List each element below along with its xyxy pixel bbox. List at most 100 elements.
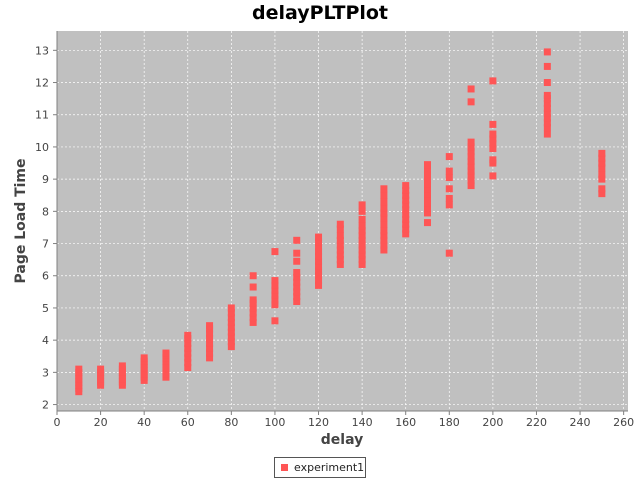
data-point xyxy=(293,269,301,277)
data-point xyxy=(75,365,83,373)
y-axis-ticks: 2 3 4 5 6 7 8 9 10 11 12 13 xyxy=(35,44,57,412)
data-point xyxy=(489,77,497,85)
data-point xyxy=(380,220,388,228)
data-point xyxy=(543,130,551,138)
data-point xyxy=(402,225,410,233)
data-point xyxy=(598,185,606,193)
data-point xyxy=(543,114,551,122)
data-point xyxy=(249,296,257,304)
data-point xyxy=(598,190,606,198)
data-point xyxy=(227,304,235,312)
data-point xyxy=(402,201,410,209)
data-point xyxy=(543,79,551,87)
data-point xyxy=(184,364,192,372)
data-point xyxy=(445,185,453,193)
data-point xyxy=(97,365,105,373)
data-point xyxy=(293,257,301,265)
data-point xyxy=(315,238,323,246)
data-point xyxy=(358,236,366,244)
data-point xyxy=(358,246,366,254)
data-point xyxy=(423,194,431,202)
x-tick-label: 80 xyxy=(224,416,238,429)
data-point xyxy=(467,162,475,170)
x-tick-label: 220 xyxy=(526,416,547,429)
x-tick-label: 180 xyxy=(439,416,460,429)
data-point xyxy=(402,186,410,194)
data-point xyxy=(227,333,235,341)
data-point xyxy=(336,220,344,228)
data-point xyxy=(543,109,551,117)
data-point xyxy=(423,190,431,198)
data-point xyxy=(445,249,453,257)
data-point xyxy=(336,241,344,249)
data-point xyxy=(380,209,388,217)
y-tick-label: 11 xyxy=(35,109,49,122)
data-point xyxy=(598,154,606,162)
data-point xyxy=(358,260,366,268)
data-point xyxy=(206,330,214,338)
data-point xyxy=(423,209,431,217)
data-point xyxy=(380,231,388,239)
data-point xyxy=(380,198,388,206)
y-tick-label: 4 xyxy=(42,334,49,347)
data-point xyxy=(184,359,192,367)
data-point xyxy=(206,335,214,343)
data-point xyxy=(402,215,410,223)
data-point xyxy=(467,148,475,156)
data-point xyxy=(358,256,366,264)
data-point xyxy=(336,260,344,268)
data-point xyxy=(206,354,214,362)
x-tick-label: 60 xyxy=(181,416,195,429)
data-point xyxy=(227,328,235,336)
data-point xyxy=(402,206,410,214)
data-point xyxy=(336,256,344,264)
y-tick-label: 12 xyxy=(35,77,49,90)
data-point xyxy=(271,291,279,299)
data-point xyxy=(271,301,279,309)
data-point xyxy=(315,277,323,285)
data-point xyxy=(402,191,410,199)
data-point xyxy=(402,196,410,204)
data-point xyxy=(598,164,606,172)
data-point xyxy=(336,231,344,239)
data-point xyxy=(543,48,551,56)
data-point xyxy=(543,99,551,107)
data-point xyxy=(423,219,431,227)
y-tick-label: 6 xyxy=(42,270,49,283)
data-points xyxy=(75,48,606,396)
data-point xyxy=(315,233,323,241)
x-tick-label: 240 xyxy=(570,416,591,429)
chart-title: delayPLTPlot xyxy=(251,2,389,24)
data-point xyxy=(227,309,235,317)
data-point xyxy=(118,362,126,370)
data-point xyxy=(184,349,192,357)
data-point xyxy=(293,278,301,286)
data-point xyxy=(543,62,551,70)
data-point xyxy=(227,338,235,346)
data-point xyxy=(206,322,214,330)
data-point xyxy=(336,251,344,259)
data-point xyxy=(315,262,323,270)
data-point xyxy=(489,145,497,153)
data-point xyxy=(380,214,388,222)
data-point xyxy=(467,138,475,146)
data-point xyxy=(336,225,344,233)
data-point xyxy=(489,140,497,148)
data-point xyxy=(489,172,497,180)
data-point xyxy=(336,246,344,254)
x-tick-label: 260 xyxy=(613,416,634,429)
data-point xyxy=(271,296,279,304)
data-point xyxy=(423,185,431,193)
data-point xyxy=(249,283,257,291)
data-point xyxy=(227,314,235,322)
data-point xyxy=(249,272,257,280)
data-point xyxy=(423,170,431,178)
data-point xyxy=(293,283,301,291)
x-tick-label: 20 xyxy=(94,416,108,429)
data-point xyxy=(467,98,475,106)
data-point xyxy=(358,251,366,259)
data-point xyxy=(206,349,214,357)
legend: experiment1 xyxy=(274,457,366,478)
data-point xyxy=(184,354,192,362)
data-point xyxy=(249,304,257,312)
